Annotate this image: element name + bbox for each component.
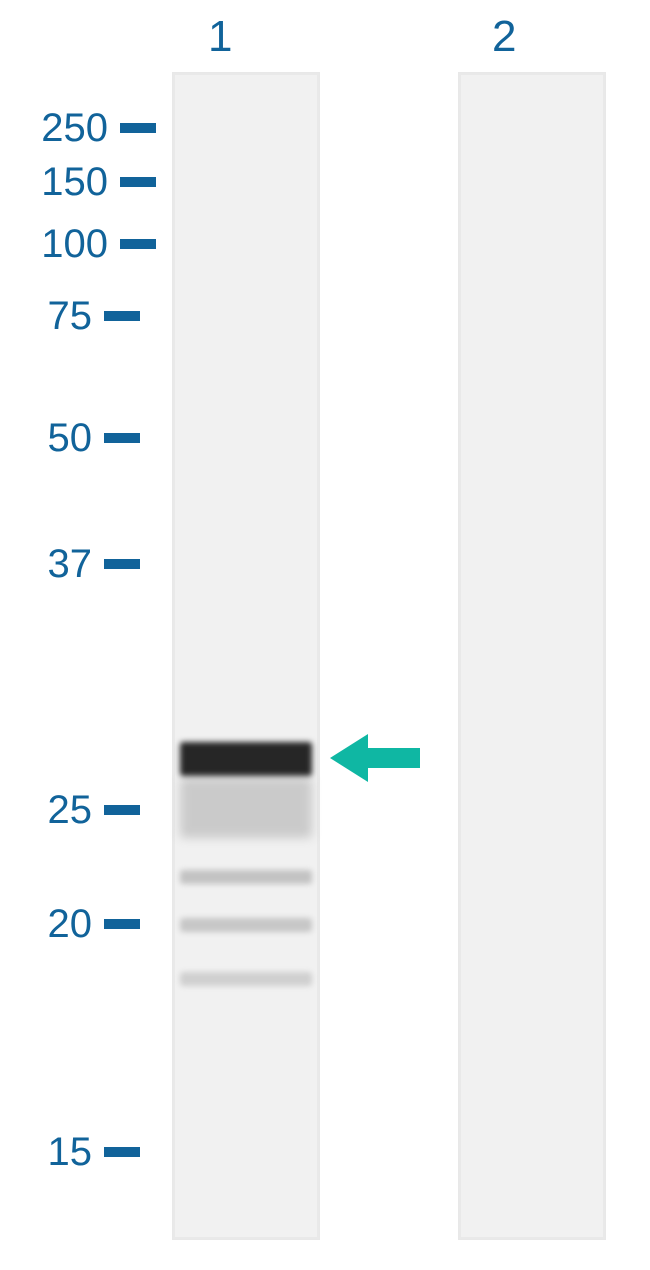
mw-label-15: 15: [48, 1130, 93, 1175]
mw-label-150: 150: [41, 160, 108, 205]
band-lane1_faint3: [180, 972, 312, 986]
blot-canvas: 250 150 100 75 50 37 25 20 15 1 2: [0, 0, 650, 1270]
mw-label-50: 50: [48, 416, 93, 461]
band-lane1_faint2: [180, 918, 312, 932]
lane-1-header: 1: [208, 12, 232, 62]
mw-tick-15: [104, 1147, 140, 1157]
mw-label-37: 37: [48, 542, 93, 587]
indicator-arrow: [330, 730, 420, 786]
mw-tick-50: [104, 433, 140, 443]
mw-label-25: 25: [48, 788, 93, 833]
mw-tick-37: [104, 559, 140, 569]
lane-2-header: 2: [492, 12, 516, 62]
mw-tick-150: [120, 177, 156, 187]
band-lane1_main: [180, 742, 312, 776]
mw-tick-250: [120, 123, 156, 133]
mw-tick-25: [104, 805, 140, 815]
mw-label-250: 250: [41, 106, 108, 151]
arrow-icon: [330, 734, 420, 782]
band-lane1_smear: [180, 778, 312, 838]
mw-tick-20: [104, 919, 140, 929]
mw-label-20: 20: [48, 902, 93, 947]
mw-tick-75: [104, 311, 140, 321]
lane-2: [458, 72, 606, 1240]
mw-tick-100: [120, 239, 156, 249]
band-lane1_faint1: [180, 870, 312, 884]
lane-1: [172, 72, 320, 1240]
mw-label-100: 100: [41, 222, 108, 267]
mw-label-75: 75: [48, 294, 93, 339]
